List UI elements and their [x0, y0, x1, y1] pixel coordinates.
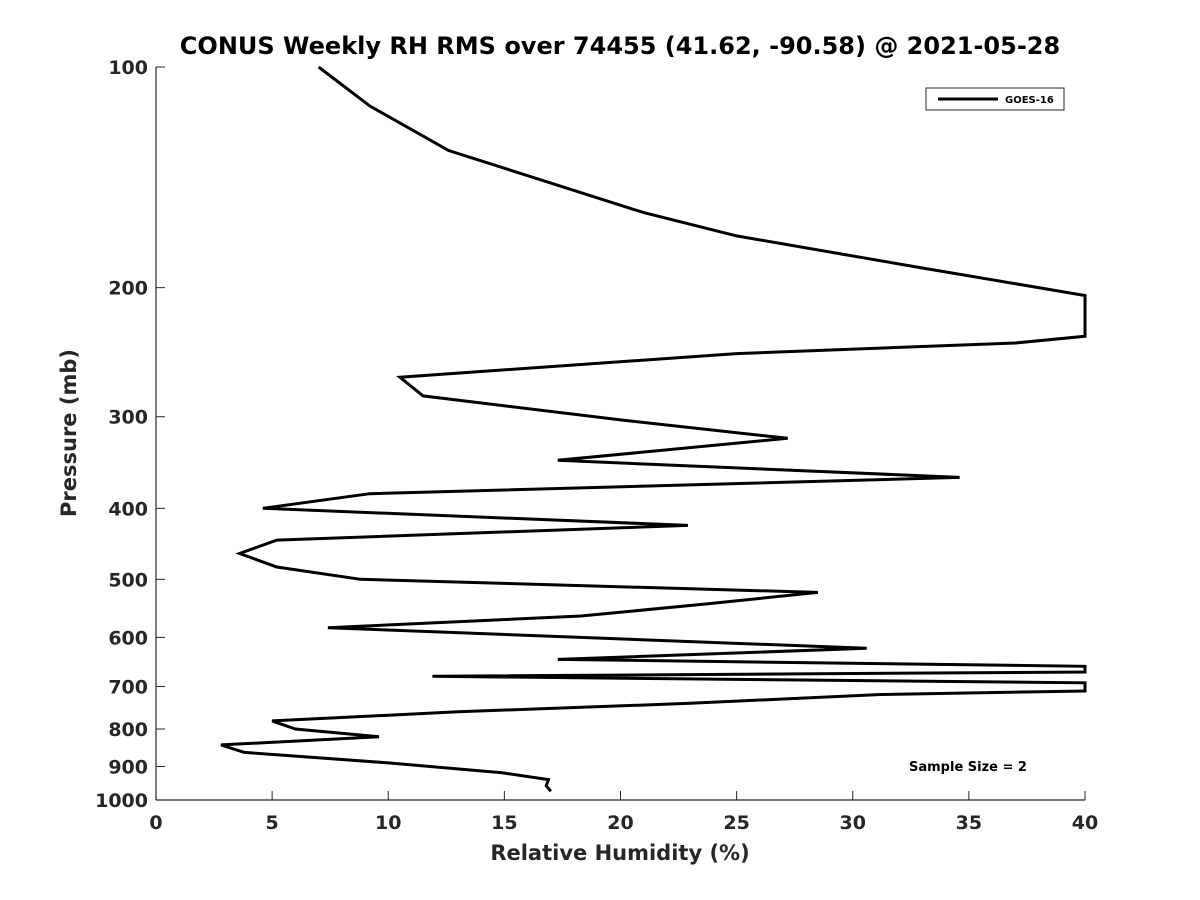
x-axis-label: Relative Humidity (%) [490, 841, 749, 865]
y-axis-label: Pressure (mb) [57, 349, 81, 517]
y-tick-label: 400 [108, 498, 148, 520]
y-tick-label: 800 [108, 719, 148, 741]
y-tick-label: 200 [108, 278, 148, 300]
chart-title: CONUS Weekly RH RMS over 74455 (41.62, -… [180, 32, 1060, 60]
plot-area [155, 67, 1085, 801]
sample-size-annotation: Sample Size = 2 [909, 760, 1027, 775]
x-tick-label: 10 [375, 812, 401, 834]
y-tick-label: 900 [108, 756, 148, 778]
x-tick-label: 20 [607, 812, 633, 834]
series-group [220, 65, 1087, 793]
x-tick-label: 25 [723, 812, 749, 834]
x-tick-label: 0 [149, 812, 162, 834]
x-tick-label: 5 [266, 812, 279, 834]
x-tick-label: 30 [840, 812, 866, 834]
legend-label: GOES-16 [1005, 95, 1054, 106]
series-line-goes-16 [220, 65, 1087, 793]
x-tick-label: 35 [956, 812, 982, 834]
y-tick-label: 100 [108, 57, 148, 79]
y-tick-label: 1000 [95, 790, 148, 812]
x-tick-label: 40 [1072, 812, 1098, 834]
y-tick-label: 600 [108, 627, 148, 649]
y-tick-label: 700 [108, 676, 148, 698]
y-tick-label: 300 [108, 407, 148, 429]
x-tick-label: 15 [491, 812, 517, 834]
y-tick-label: 500 [108, 569, 148, 591]
y-axis-ticks: 100 200 300 400 500 600 700 800 900 1000 [95, 57, 165, 812]
legend: GOES-16 [925, 87, 1065, 111]
x-axis-ticks: 0 5 10 15 20 25 30 35 40 [149, 791, 1098, 834]
